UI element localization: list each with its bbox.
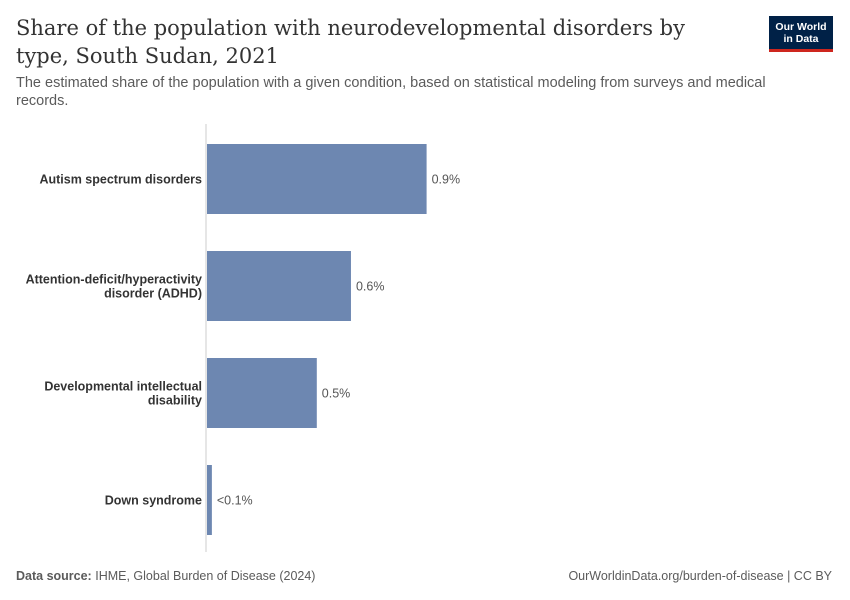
category-label-line: Attention-deficit/hyperactivity <box>26 273 202 287</box>
bar-value-label: 0.5% <box>322 387 351 401</box>
category-label-line: Developmental intellectual <box>44 380 202 394</box>
bar[interactable] <box>207 358 317 428</box>
chart-title: Share of the population with neurodevelo… <box>16 16 685 68</box>
bar-value-label: <0.1% <box>217 494 253 508</box>
owid-logo[interactable]: Our World in Data <box>769 16 833 52</box>
bar-value-label: 0.9% <box>432 173 461 187</box>
data-source-label: Data source: <box>16 569 92 583</box>
bar[interactable] <box>207 251 351 321</box>
category-label-line: disorder (ADHD) <box>104 287 202 301</box>
bar[interactable] <box>207 465 212 535</box>
bar-value-label: 0.6% <box>356 280 385 294</box>
data-source-text[interactable]: IHME, Global Burden of Disease (2024) <box>95 569 316 583</box>
category-label-line: disability <box>148 394 202 408</box>
chart-subtitle: The estimated share of the population wi… <box>16 75 766 109</box>
data-source: Data source: IHME, Global Burden of Dise… <box>16 569 315 583</box>
category-label: Developmental intellectual disability <box>44 380 202 408</box>
footer-url-license[interactable]: OurWorldinData.org/burden-of-disease | C… <box>568 569 832 583</box>
logo-line-1: Our World <box>775 21 827 33</box>
category-label-line: Autism spectrum disorders <box>39 173 202 187</box>
category-label-line: Down syndrome <box>105 494 202 508</box>
bar[interactable] <box>207 144 427 214</box>
category-label: Autism spectrum disorders <box>39 173 202 187</box>
category-label: Down syndrome <box>105 494 202 508</box>
bar-chart: 0.9% Autism spectrum disorders 0.6% Attenti… <box>26 124 461 552</box>
category-label: Attention-deficit/hyperactivity disorder … <box>26 273 202 301</box>
logo-line-2: in Data <box>783 33 819 45</box>
